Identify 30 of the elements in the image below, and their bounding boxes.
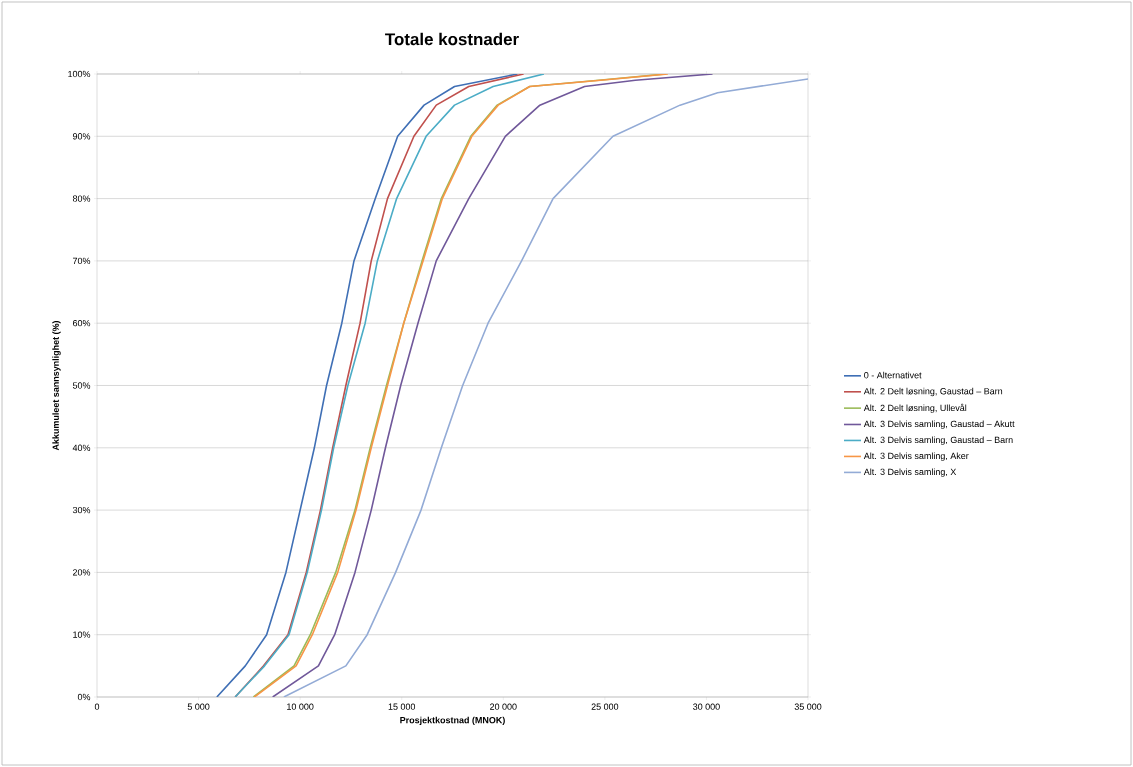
- x-tick-label: 20 000: [490, 703, 517, 710]
- legend-label: Alt. 3 Delvis samling, Aker: [863, 452, 969, 461]
- y-tick-label: 20%: [72, 569, 91, 576]
- y-tick-label: 40%: [72, 444, 91, 451]
- x-tick-label: 0: [94, 703, 100, 710]
- y-axis-title: Akkumuleet sannsynlighet (%): [52, 320, 61, 451]
- y-tick-label: 10%: [73, 631, 91, 638]
- y-tick-label: 0%: [77, 693, 91, 701]
- x-tick-label: 5 000: [187, 703, 210, 710]
- x-tick-label: 25 000: [591, 703, 619, 710]
- y-tick-label: 80%: [72, 195, 91, 202]
- y-tick-label: 100%: [68, 70, 91, 78]
- x-tick-label: 30 000: [693, 703, 720, 710]
- legend-label: Alt. 2 Delt løsning, Gaustad – Barn: [863, 387, 1003, 397]
- x-tick-label: 10 000: [287, 703, 314, 710]
- legend-label: 0 - Alternativet: [864, 371, 922, 379]
- y-tick-label: 50%: [72, 382, 91, 389]
- legend-label: Alt. 2 Delt løsning, Ullevål: [863, 403, 967, 413]
- y-tick-label: 90%: [72, 133, 91, 140]
- chart-title: Totale kostnader: [385, 32, 519, 46]
- y-tick-label: 60%: [72, 320, 91, 327]
- y-tick-label: 70%: [72, 257, 91, 265]
- x-axis-title: Prosjektkostnad (MNOK): [400, 716, 505, 726]
- x-tick-label: 15 000: [388, 703, 416, 710]
- legend-label: Alt. 3 Delvis samling, Gaustad – Akutt: [863, 420, 1015, 429]
- x-tick-label: 35 000: [794, 703, 822, 710]
- y-tick-label: 30%: [72, 506, 91, 514]
- legend-label: Alt. 3 Delvis samling, Gaustad – Barn: [863, 436, 1013, 445]
- legend-label: Alt. 3 Delvis samling, X: [863, 468, 957, 477]
- line-series: [283, 78, 808, 697]
